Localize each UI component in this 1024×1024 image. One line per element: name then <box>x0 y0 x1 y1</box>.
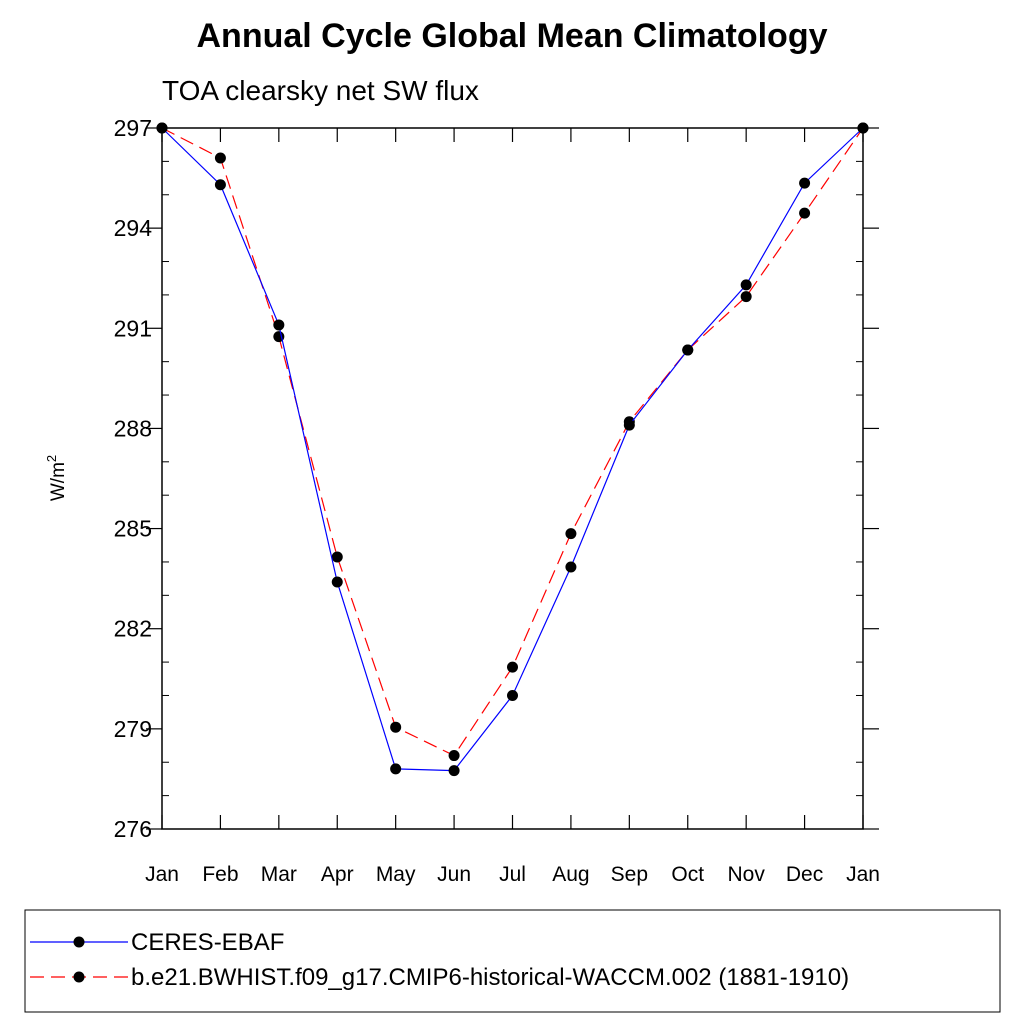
axis-ticks: Jan Feb Mar Apr May Jun Jul Aug Sep Oct Nov Dec Jan 2… <box>114 115 880 886</box>
y-tick-label: 282 <box>114 616 152 642</box>
data-point <box>390 763 402 775</box>
legend-marker <box>73 936 85 948</box>
x-tick-label: Jan <box>846 863 880 886</box>
y-tick-label: 288 <box>114 415 152 441</box>
data-point <box>565 561 577 573</box>
svg-text:W/m2: W/m2 <box>44 455 69 501</box>
data-series <box>156 122 869 777</box>
x-tick-label: Nov <box>727 863 765 886</box>
x-tick-label: Apr <box>321 863 354 886</box>
legend-label: b.e21.BWHIST.f09_g17.CMIP6-historical-WA… <box>131 964 849 991</box>
data-point <box>740 291 752 303</box>
legend-marker <box>73 971 85 983</box>
data-point <box>740 279 752 291</box>
y-tick-label: 294 <box>114 215 153 241</box>
series-line <box>161 127 864 757</box>
x-tick-label: Feb <box>202 863 238 886</box>
data-point <box>565 528 577 540</box>
x-tick-label: Oct <box>671 863 704 886</box>
data-point <box>214 179 226 191</box>
data-point <box>799 177 811 189</box>
x-tick-label: Mar <box>261 863 297 886</box>
data-point <box>623 419 635 431</box>
y-tick-label: 285 <box>114 516 152 542</box>
data-point <box>273 319 285 331</box>
x-tick-label: Sep <box>611 863 648 886</box>
legend-box <box>24 909 1001 1013</box>
data-point <box>799 207 811 219</box>
y-tick-label: 297 <box>114 115 152 141</box>
data-point <box>507 689 518 701</box>
x-tick-label: Aug <box>552 863 589 886</box>
data-point <box>214 152 226 164</box>
y-tick-label: 276 <box>114 816 152 842</box>
data-point <box>390 721 402 733</box>
plot-area <box>161 127 864 830</box>
legend: CERES-EBAF b.e21.BWHIST.f09_g17.CMIP6-his… <box>30 929 849 991</box>
chart-subtitle: TOA clearsky net SW flux <box>162 75 479 106</box>
legend-label: CERES-EBAF <box>131 929 284 956</box>
data-point <box>682 344 694 356</box>
y-tick-label: 291 <box>114 315 152 341</box>
x-tick-label: Jun <box>437 863 471 886</box>
y-axis-label-base: W/m <box>48 462 69 501</box>
chart-title: Annual Cycle Global Mean Climatology <box>197 17 828 55</box>
data-point <box>857 122 869 134</box>
x-tick-label: Jul <box>499 863 526 886</box>
data-point <box>448 765 460 777</box>
data-point <box>331 576 343 588</box>
x-tick-label: May <box>376 863 416 886</box>
data-point <box>156 122 168 134</box>
data-point <box>448 750 460 762</box>
y-axis-label: W/m2 <box>44 455 69 501</box>
data-point <box>507 661 518 673</box>
x-tick-label: Dec <box>786 863 823 886</box>
data-point <box>331 551 343 563</box>
y-axis-label-superscript: 2 <box>44 455 59 462</box>
y-tick-label: 279 <box>114 716 152 742</box>
series-line <box>161 127 864 772</box>
x-tick-label: Jan <box>145 863 179 886</box>
